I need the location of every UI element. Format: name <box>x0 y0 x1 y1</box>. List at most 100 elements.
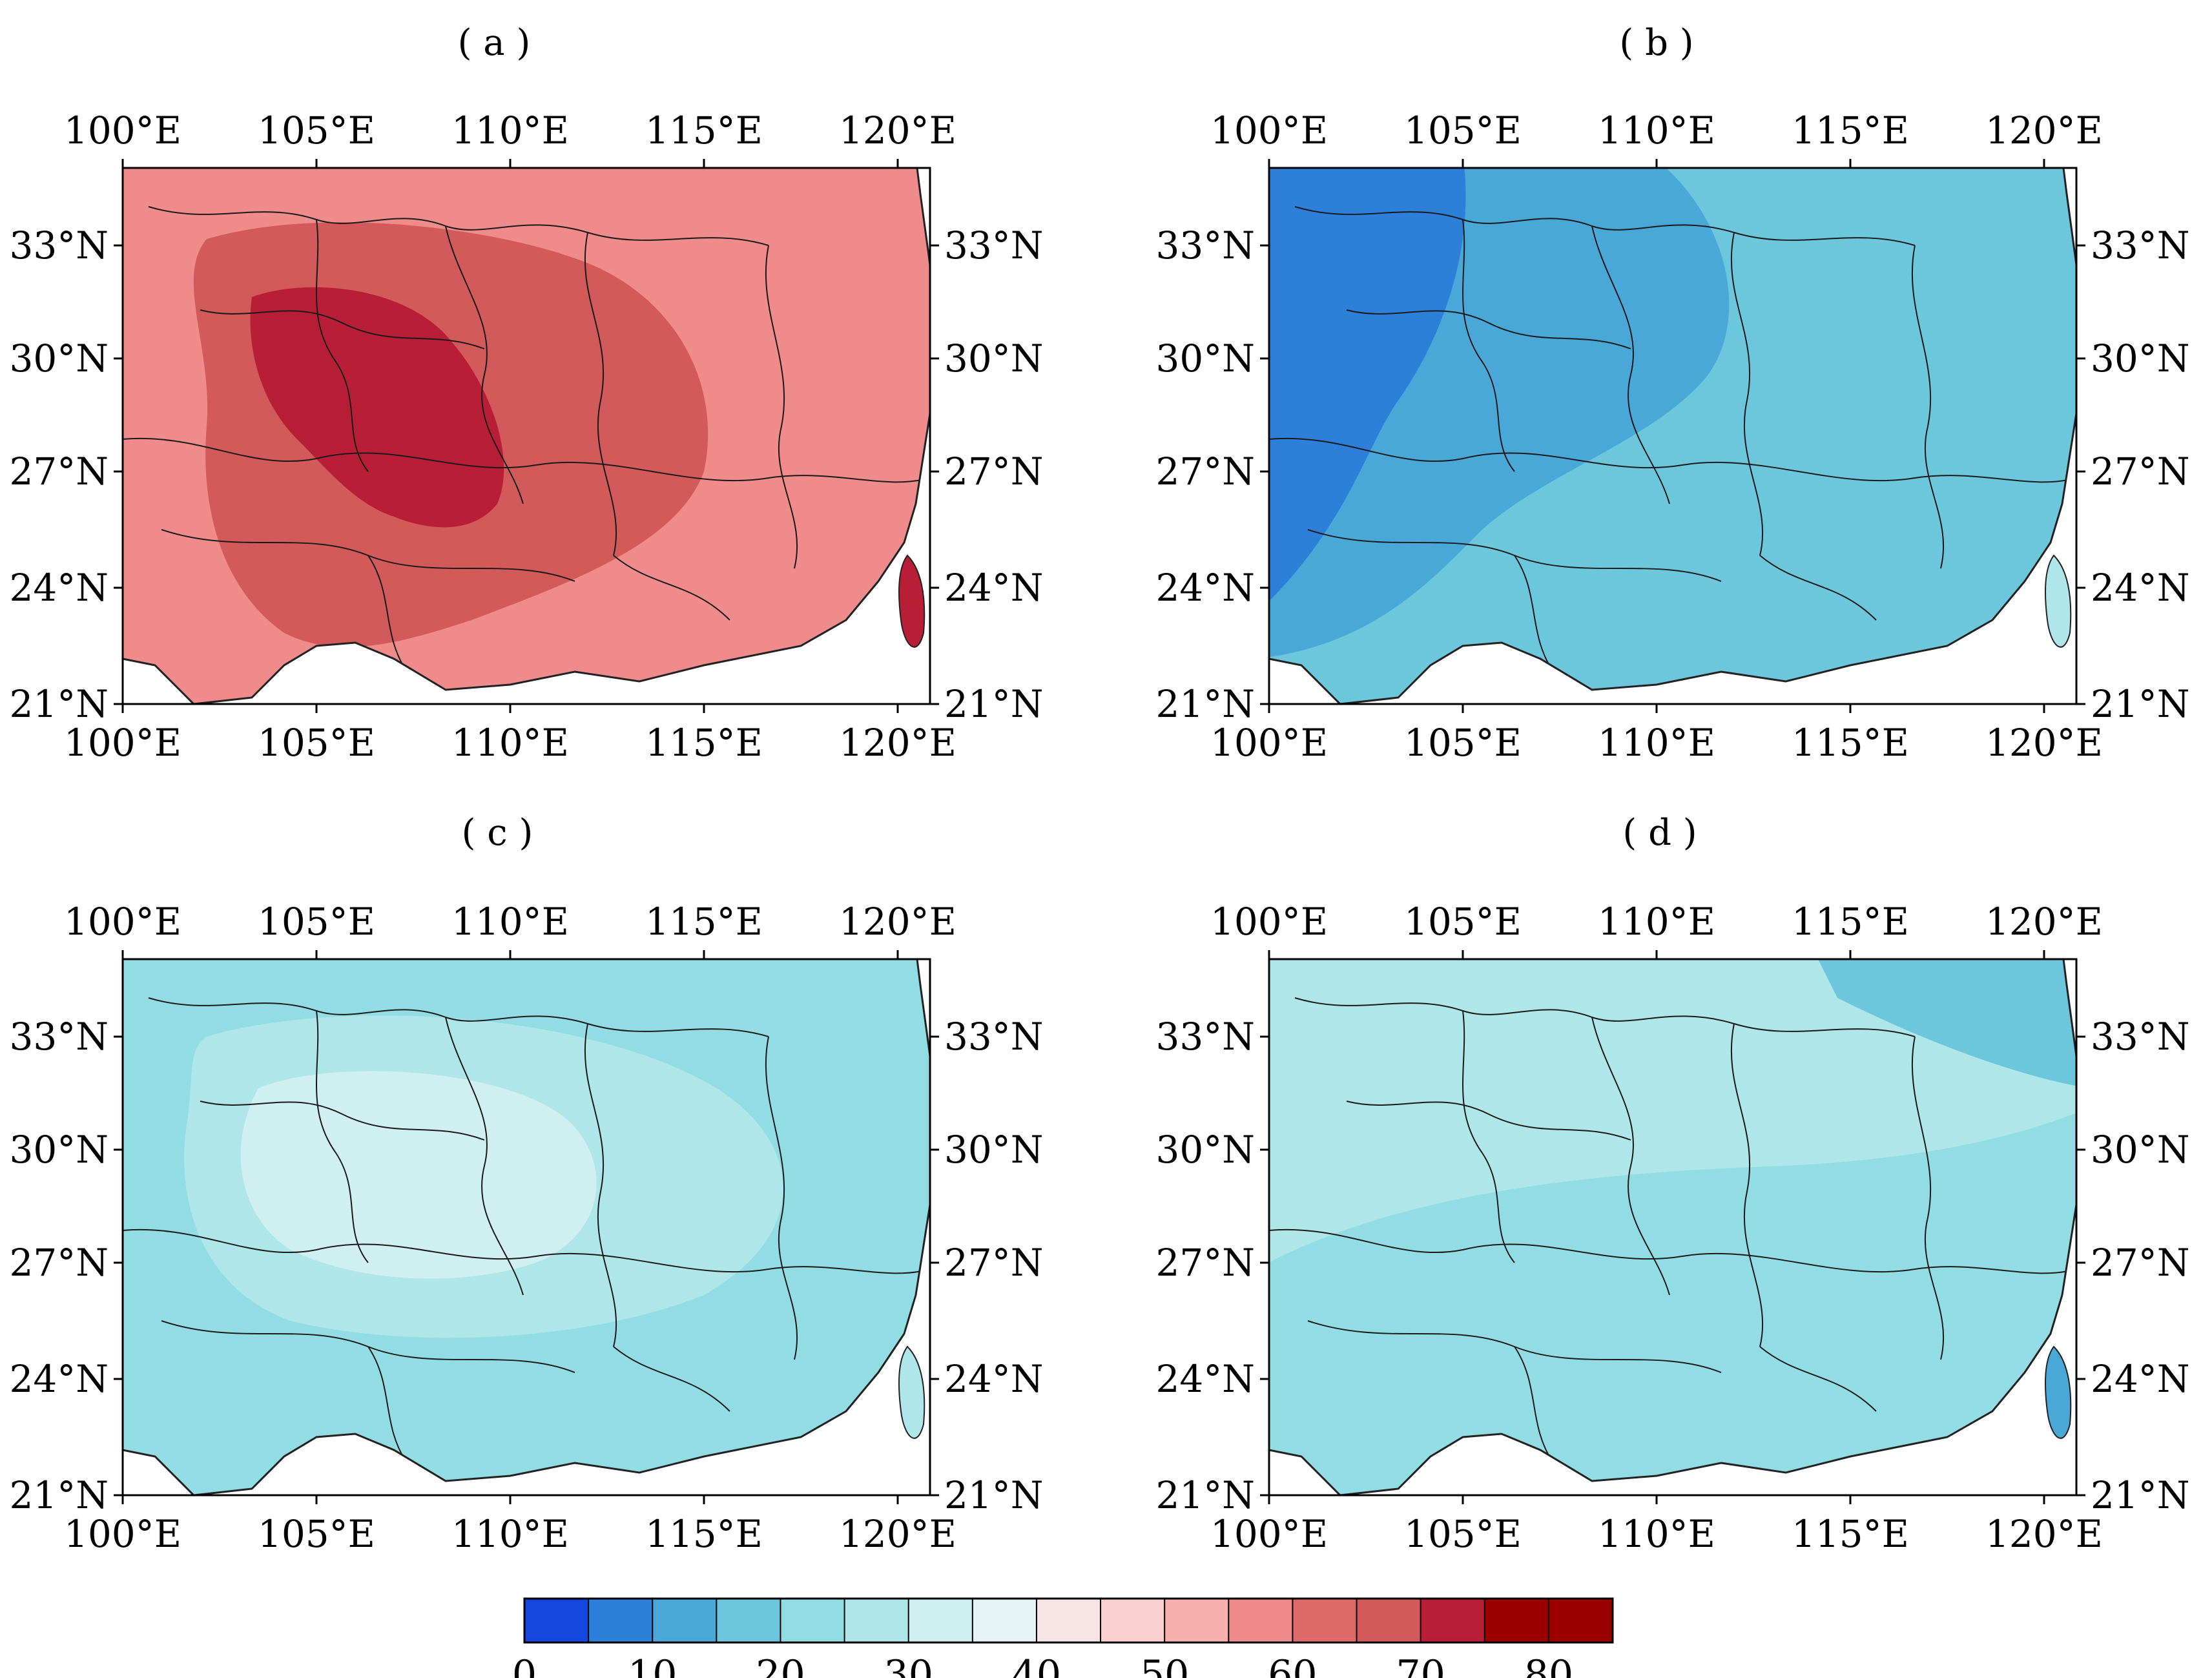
lat-tick-label: 27°N <box>9 1241 109 1285</box>
boundary-line <box>1462 219 1515 472</box>
lon-tick-label: 105°E <box>258 1512 375 1556</box>
lon-tick-label: 100°E <box>1210 900 1328 944</box>
boundary-line <box>765 1036 798 1360</box>
lon-tick-label: 120°E <box>839 1512 956 1556</box>
colorbar-swatch <box>1101 1599 1165 1642</box>
lon-tick-label: 100°E <box>64 109 181 152</box>
boundary-line <box>367 555 408 672</box>
map-panel: 100°E 100°E 105°E 105°E 110°E 110°E 115°E 115°E… <box>1155 109 2189 765</box>
colorbar-swatch <box>716 1599 781 1642</box>
boundary-line <box>1462 1010 1515 1263</box>
boundary-line <box>584 1023 617 1347</box>
contour-fill <box>123 959 930 1495</box>
lat-tick-label: 30°N <box>944 1128 1044 1172</box>
boundary-line <box>1759 555 1877 621</box>
lon-tick-label: 115°E <box>1792 109 1909 152</box>
lon-tick-label: 115°E <box>1792 900 1909 944</box>
panel-label: ( b ) <box>1619 22 1693 64</box>
lat-tick-label: 21°N <box>9 682 109 726</box>
lat-tick-label: 27°N <box>944 1241 1044 1285</box>
lat-tick-label: 30°N <box>9 1128 109 1172</box>
colorbar-tick-label: 60 <box>1268 1652 1317 1678</box>
lat-tick-label: 21°N <box>2091 1473 2190 1517</box>
colorbar-swatch <box>652 1599 717 1642</box>
lon-tick-label: 100°E <box>64 1512 181 1556</box>
coastline <box>122 958 931 1497</box>
lon-tick-label: 110°E <box>1598 1512 1715 1556</box>
lon-tick-label: 100°E <box>1210 1512 1328 1556</box>
colorbar-swatch <box>844 1599 909 1642</box>
panel-label: ( a ) <box>458 22 531 64</box>
lon-tick-label: 105°E <box>1404 900 1522 944</box>
lat-tick-label: 24°N <box>944 1357 1044 1401</box>
province-boundaries <box>1269 206 2076 672</box>
lat-tick-label: 27°N <box>9 450 109 493</box>
lon-tick-label: 115°E <box>1792 1512 1909 1556</box>
boundary-line <box>445 1017 524 1296</box>
boundary-line <box>1269 437 2076 483</box>
lon-tick-label: 110°E <box>1598 109 1715 152</box>
colorbar-tick-label: 30 <box>884 1652 933 1678</box>
contour-fill <box>1269 168 2076 704</box>
lon-tick-label: 105°E <box>258 109 375 152</box>
boundary-line <box>613 1346 730 1412</box>
contour-level <box>1269 168 1466 614</box>
lon-tick-label: 120°E <box>839 900 956 944</box>
lat-tick-label: 30°N <box>2091 1128 2190 1172</box>
map-frame <box>1268 958 2078 1497</box>
lat-tick-label: 21°N <box>1155 1473 1255 1517</box>
colorbar-swatch <box>588 1599 653 1642</box>
colorbar-swatch <box>1548 1599 1613 1642</box>
boundary-line <box>1346 1101 1631 1141</box>
contour-fill <box>1269 959 2076 1495</box>
boundary-line <box>445 225 524 504</box>
boundary-line <box>367 1346 408 1464</box>
lon-tick-label: 105°E <box>1404 721 1522 765</box>
contour-level <box>1812 959 2076 1088</box>
lon-tick-label: 120°E <box>1985 721 2103 765</box>
boundary-line <box>1514 1346 1554 1464</box>
lon-tick-label: 100°E <box>1210 109 1328 152</box>
map-frame <box>121 167 931 705</box>
lon-tick-label: 115°E <box>1792 721 1909 765</box>
lat-tick-label: 30°N <box>944 337 1044 380</box>
lat-tick-label: 33°N <box>1155 223 1255 267</box>
lon-tick-label: 110°E <box>1598 721 1715 765</box>
boundary-line <box>316 219 369 472</box>
lat-tick-label: 30°N <box>1155 1128 1255 1172</box>
map-panel: 100°E 100°E 105°E 105°E 110°E 110°E 115°E 115°E… <box>9 900 1043 1556</box>
colorbar-tick-label: 0 <box>512 1652 537 1678</box>
boundary-line <box>1759 1346 1877 1412</box>
lon-tick-label: 120°E <box>1985 1512 2103 1556</box>
colorbar-swatch <box>780 1599 845 1642</box>
boundary-line <box>123 437 930 483</box>
lon-tick-label: 110°E <box>451 900 569 944</box>
lat-tick-label: 30°N <box>2091 337 2190 380</box>
lat-tick-label: 24°N <box>2091 1357 2190 1401</box>
coastline <box>122 167 931 705</box>
boundary-line <box>1591 1017 1670 1296</box>
lat-tick-label: 21°N <box>944 1473 1044 1517</box>
colorbar-swatch <box>1228 1599 1293 1642</box>
taiwan-island <box>898 1345 925 1439</box>
lat-tick-label: 33°N <box>944 1015 1044 1059</box>
lat-tick-label: 33°N <box>2091 1015 2190 1059</box>
boundary-line <box>1269 1228 2076 1274</box>
panel-label: ( c ) <box>462 812 533 854</box>
colorbar-frame <box>523 1597 1614 1644</box>
lon-tick-label: 115°E <box>645 900 763 944</box>
boundary-line <box>1591 225 1670 504</box>
colorbar-swatch <box>1292 1599 1358 1642</box>
lon-tick-label: 120°E <box>1985 109 2103 152</box>
lat-tick-label: 24°N <box>9 1357 109 1401</box>
colorbar-swatch <box>1164 1599 1229 1642</box>
lat-tick-label: 24°N <box>2091 566 2190 610</box>
lon-tick-label: 110°E <box>451 109 569 152</box>
colorbar-tick-label: 80 <box>1524 1652 1573 1678</box>
boundary-line <box>1346 309 1631 349</box>
colorbar-tick-label: 10 <box>628 1652 677 1678</box>
colorbar-swatch <box>1036 1599 1101 1642</box>
lat-tick-label: 21°N <box>944 682 1044 726</box>
colorbar-tick-label: 50 <box>1140 1652 1189 1678</box>
boundary-line <box>123 1228 930 1274</box>
